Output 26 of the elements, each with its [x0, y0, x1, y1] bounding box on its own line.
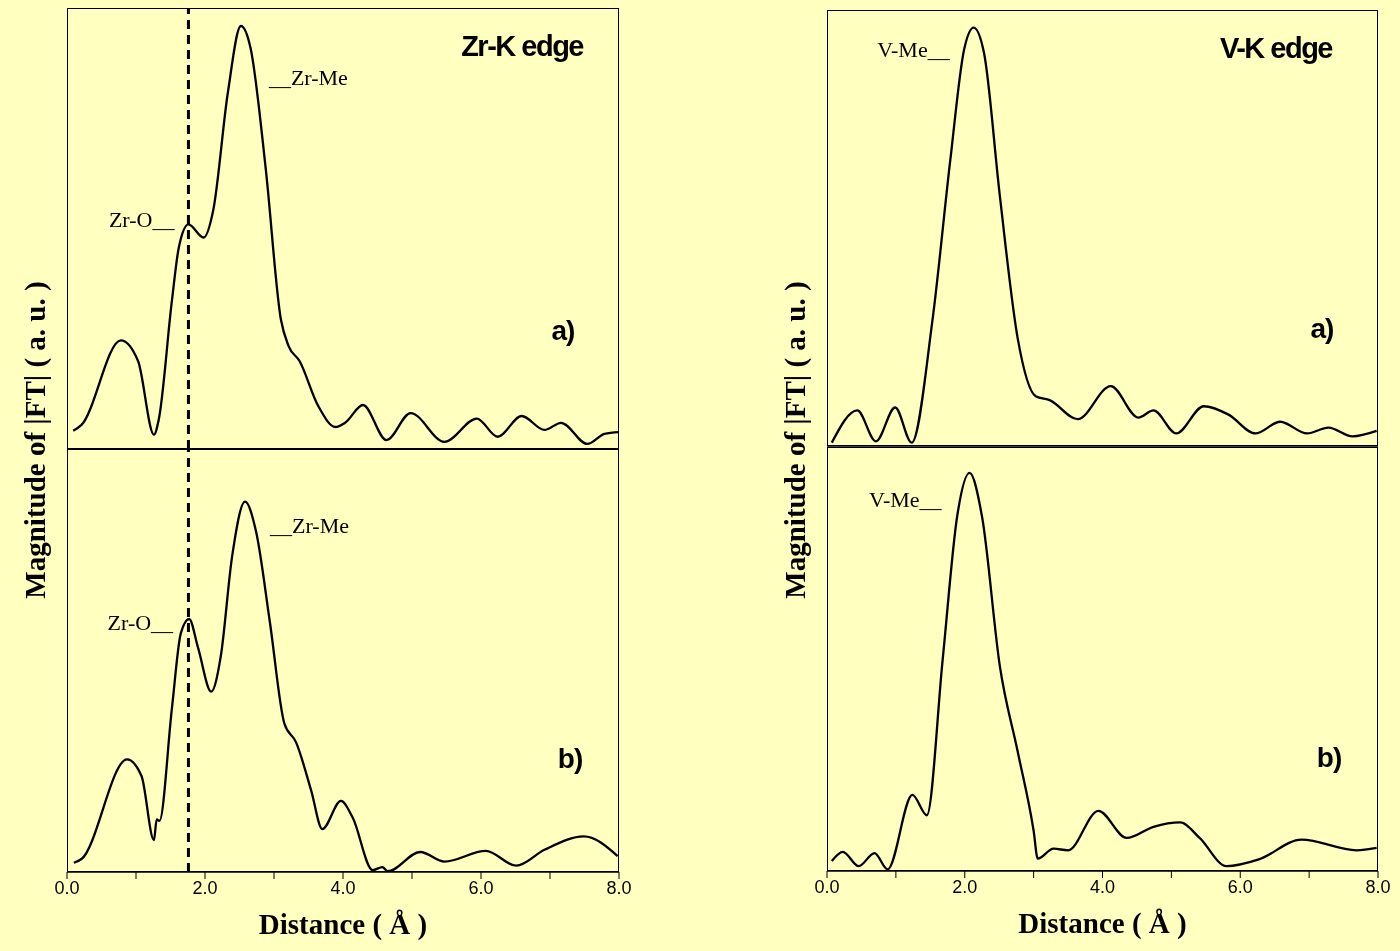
x-tick-label: 8.0 — [606, 877, 632, 898]
x-tick-label: 2.0 — [192, 877, 218, 898]
x-tick-label: 0.0 — [814, 876, 840, 897]
annotation: __Zr-Me — [267, 65, 348, 91]
annotation: __Zr-Me — [269, 512, 349, 538]
x-tick-label: 2.0 — [952, 876, 978, 897]
x-tick-label: 6.0 — [468, 877, 494, 898]
chart-title: Zr-K edge — [461, 30, 583, 63]
x-axis-title: Distance ( Å ) — [257, 908, 429, 941]
annotation: a) — [551, 315, 575, 346]
chart-title: V-K edge — [1219, 32, 1332, 65]
x-tick-label: 8.0 — [1365, 876, 1391, 897]
y-axis-title: Magnitude of |FT| ( a. u. ) — [18, 281, 52, 599]
annotation: b) — [1316, 742, 1342, 773]
x-tick-label: 4.0 — [1089, 876, 1116, 897]
annotation: Zr-O__ — [107, 610, 175, 636]
annotation: V-Me__ — [877, 36, 951, 62]
x-tick-label: 4.0 — [330, 877, 356, 898]
annotation: a) — [1310, 313, 1334, 344]
annotation: Zr-O__ — [108, 207, 176, 233]
annotation: b) — [557, 743, 583, 774]
x-axis-title: Distance ( Å ) — [1017, 907, 1188, 940]
x-tick-label: 0.0 — [54, 877, 80, 898]
y-axis-title: Magnitude of |FT| ( a. u. ) — [778, 281, 812, 599]
annotation: V-Me__ — [869, 486, 943, 512]
x-tick-label: 6.0 — [1227, 876, 1253, 897]
